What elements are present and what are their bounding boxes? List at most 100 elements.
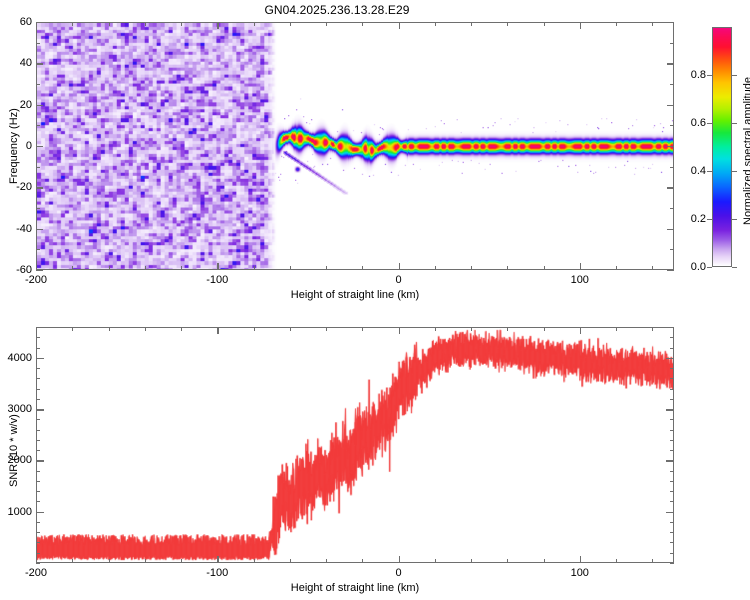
axis-tick xyxy=(670,450,674,452)
spectrogram-xtick-label: 0 xyxy=(395,274,402,286)
axis-tick xyxy=(670,501,674,503)
axis-tick xyxy=(670,542,674,544)
axis-tick xyxy=(579,22,582,29)
axis-tick xyxy=(289,327,291,331)
snr-xtick-label: 0 xyxy=(395,567,402,579)
axis-tick xyxy=(36,63,43,65)
axis-tick xyxy=(670,84,674,85)
axis-tick xyxy=(616,327,617,331)
spectrogram-ytick-label: -20 xyxy=(16,181,32,194)
axis-tick xyxy=(36,84,40,85)
axis-tick xyxy=(398,556,400,563)
axis-tick xyxy=(36,521,40,523)
figure-title: GN04.2025.236.13.28.E29 xyxy=(264,3,410,17)
axis-tick xyxy=(36,166,40,168)
axis-tick xyxy=(670,419,674,421)
spectrogram-xlabel: Height of straight line (km) xyxy=(290,289,420,301)
axis-tick xyxy=(36,327,38,334)
axis-tick xyxy=(667,22,674,24)
axis-tick xyxy=(398,22,400,29)
axis-tick xyxy=(36,480,40,482)
axis-tick xyxy=(670,208,674,209)
snr-ytick-label: 3000 xyxy=(7,403,32,416)
axis-tick xyxy=(471,266,472,270)
axis-tick xyxy=(144,22,146,26)
colorbar-label: Normalized spectral amplitude xyxy=(742,77,750,225)
axis-tick xyxy=(670,368,674,370)
axis-tick xyxy=(144,266,146,270)
axis-tick xyxy=(732,267,737,269)
axis-tick xyxy=(108,559,110,563)
axis-tick xyxy=(36,187,43,189)
axis-tick xyxy=(36,270,43,272)
axis-tick xyxy=(543,22,545,26)
axis-tick xyxy=(434,266,436,270)
axis-tick xyxy=(326,266,327,270)
snr-xtick-label: 100 xyxy=(570,567,589,579)
axis-tick xyxy=(670,429,674,431)
axis-tick xyxy=(732,123,737,125)
axis-tick xyxy=(667,146,674,148)
snr-ytick-label: 2000 xyxy=(7,454,32,467)
axis-tick xyxy=(289,22,291,26)
snr-ytick-label: 4000 xyxy=(7,351,32,364)
axis-tick xyxy=(36,511,44,514)
axis-tick xyxy=(670,388,674,390)
axis-tick xyxy=(326,22,327,26)
snr-panel xyxy=(36,327,674,563)
axis-tick xyxy=(36,419,40,421)
axis-tick xyxy=(667,228,674,231)
axis-tick xyxy=(36,208,40,209)
spectrogram-panel xyxy=(36,22,674,270)
axis-tick xyxy=(670,378,674,380)
axis-tick xyxy=(434,327,436,331)
axis-tick xyxy=(181,327,182,331)
axis-tick xyxy=(181,266,182,270)
axis-tick xyxy=(36,491,40,493)
axis-tick xyxy=(670,327,674,328)
spectrogram-image xyxy=(37,23,673,269)
spectrogram-ytick-label: -60 xyxy=(16,264,32,276)
axis-tick xyxy=(707,75,712,77)
axis-tick xyxy=(667,270,674,272)
axis-tick xyxy=(36,439,40,441)
axis-tick xyxy=(670,42,674,44)
axis-tick xyxy=(670,347,674,349)
axis-tick xyxy=(36,378,40,380)
axis-tick xyxy=(36,460,44,462)
colorbar-tick-label: 0.0 xyxy=(690,261,706,273)
axis-tick xyxy=(36,556,38,563)
axis-tick xyxy=(36,552,40,554)
spectrogram-xtick-label: -200 xyxy=(24,274,48,286)
colorbar xyxy=(712,27,732,267)
axis-tick xyxy=(543,266,545,270)
axis-tick xyxy=(670,521,674,523)
axis-tick xyxy=(507,559,509,563)
axis-tick xyxy=(543,327,545,331)
axis-tick xyxy=(36,337,40,339)
spectrogram-ytick-label: -40 xyxy=(16,222,32,235)
axis-tick xyxy=(732,219,737,221)
axis-tick xyxy=(667,104,674,107)
axis-tick xyxy=(507,327,509,331)
axis-tick xyxy=(36,532,40,534)
axis-tick xyxy=(666,460,674,462)
axis-tick xyxy=(326,327,327,331)
axis-tick xyxy=(36,347,40,349)
axis-tick xyxy=(666,357,674,360)
axis-tick xyxy=(217,327,219,334)
spectrogram-ytick-label: 20 xyxy=(19,98,32,111)
snr-trace xyxy=(37,328,673,562)
axis-tick xyxy=(36,228,43,231)
axis-tick xyxy=(36,470,40,472)
axis-tick xyxy=(36,501,40,503)
axis-tick xyxy=(36,22,43,24)
axis-tick xyxy=(181,559,182,563)
axis-tick xyxy=(666,511,674,514)
axis-tick xyxy=(362,327,364,331)
axis-tick xyxy=(667,63,674,65)
axis-tick xyxy=(707,267,712,269)
axis-tick xyxy=(616,266,617,270)
axis-tick xyxy=(670,552,674,554)
axis-tick xyxy=(36,429,40,431)
